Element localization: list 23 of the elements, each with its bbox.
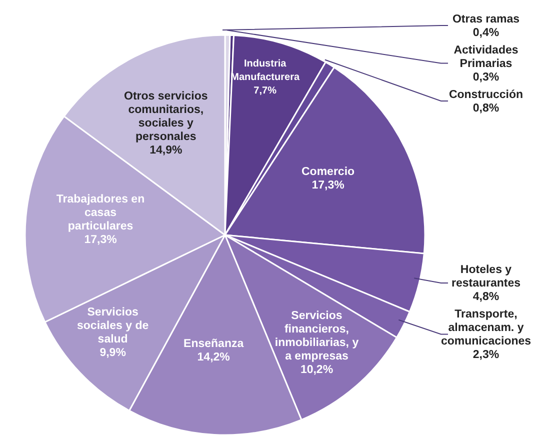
data-label: 4,8% — [472, 291, 500, 304]
data-label: 2,3% — [472, 349, 500, 362]
slice-label: Otras ramas — [452, 14, 520, 26]
data-label: 14,9% — [150, 144, 182, 157]
slice-label: Servicios sociales y de salud — [77, 306, 149, 346]
slice-label: Transporte, almacenam. y comunicaciones — [440, 308, 532, 348]
data-label: 0,3% — [472, 72, 500, 84]
data-label: 17,3% — [312, 179, 344, 192]
data-label: 14,2% — [197, 351, 230, 364]
data-label: 9,9% — [100, 347, 126, 360]
slice-label: Comercio — [302, 166, 355, 178]
slice-label: Actividades Primarias — [454, 44, 518, 70]
data-label: 7,7% — [254, 86, 277, 97]
slice-label: Hoteles y restaurantes — [451, 264, 521, 290]
slice-label: Otros servicios comunitarios, sociales y personales — [124, 90, 208, 144]
data-label: 0,8% — [472, 102, 500, 114]
slice-label: Servicios financieros, inmobiliarias, y a empresas — [274, 310, 360, 362]
slice-label: Trabajadores en casas particulares — [56, 193, 145, 232]
data-label: 10,2% — [300, 364, 334, 376]
data-label: 0,4% — [472, 27, 500, 39]
data-label: 17,3% — [84, 234, 117, 246]
slice-label: Construcción — [448, 89, 524, 101]
slice-label: Enseñanza — [184, 338, 244, 350]
